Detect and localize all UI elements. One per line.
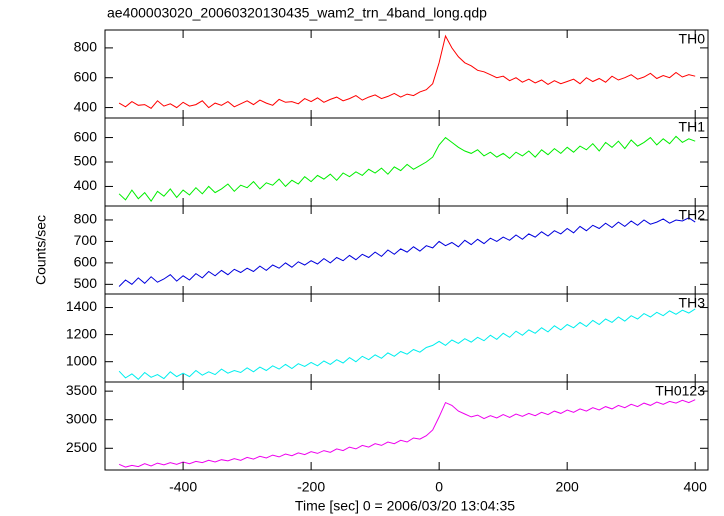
- y-tick-label: 500: [74, 153, 98, 169]
- y-tick-label: 600: [74, 128, 98, 144]
- x-tick-label: -200: [297, 479, 325, 495]
- y-tick-label: 800: [74, 39, 98, 55]
- y-tick-label: 1200: [66, 325, 97, 341]
- panel-label: TH3: [679, 295, 706, 311]
- y-tick-label: 3500: [66, 382, 97, 398]
- panel-frame: [104, 293, 709, 383]
- y-tick-label: 500: [74, 275, 98, 291]
- light-curve: [118, 308, 696, 380]
- y-tick-label: 600: [74, 68, 98, 84]
- x-tick-label: 0: [435, 479, 443, 495]
- y-tick-label: 1400: [66, 298, 97, 314]
- panel-label: TH1: [679, 119, 706, 135]
- chart-title: ae400003020_20060320130435_wam2_trn_4ban…: [107, 5, 487, 21]
- y-axis-label: Counts/sec: [33, 215, 49, 285]
- light-curve: [118, 34, 696, 109]
- y-tick-label: 800: [74, 211, 98, 227]
- x-tick-label: 400: [684, 479, 708, 495]
- y-tick-label: 3000: [66, 410, 97, 426]
- x-tick-label: -400: [169, 479, 197, 495]
- panel-label: TH0123: [655, 383, 705, 399]
- y-tick-label: 2500: [66, 439, 97, 455]
- y-tick-label: 700: [74, 232, 98, 248]
- light-curve: [118, 135, 696, 202]
- panel-label: TH0: [679, 31, 706, 47]
- y-tick-label: 1000: [66, 352, 97, 368]
- y-tick-label: 600: [74, 254, 98, 270]
- panel-frame: [104, 205, 709, 295]
- panel-label: TH2: [679, 207, 706, 223]
- y-tick-label: 400: [74, 177, 98, 193]
- panel-frame: [104, 117, 709, 207]
- y-tick-label: 400: [74, 98, 98, 114]
- x-axis-label: Time [sec] 0 = 2006/03/20 13:04:35: [295, 498, 515, 514]
- panel-frame: [104, 381, 709, 471]
- light-curve: [118, 217, 696, 287]
- x-tick-label: 200: [555, 479, 579, 495]
- light-curve: [118, 399, 696, 468]
